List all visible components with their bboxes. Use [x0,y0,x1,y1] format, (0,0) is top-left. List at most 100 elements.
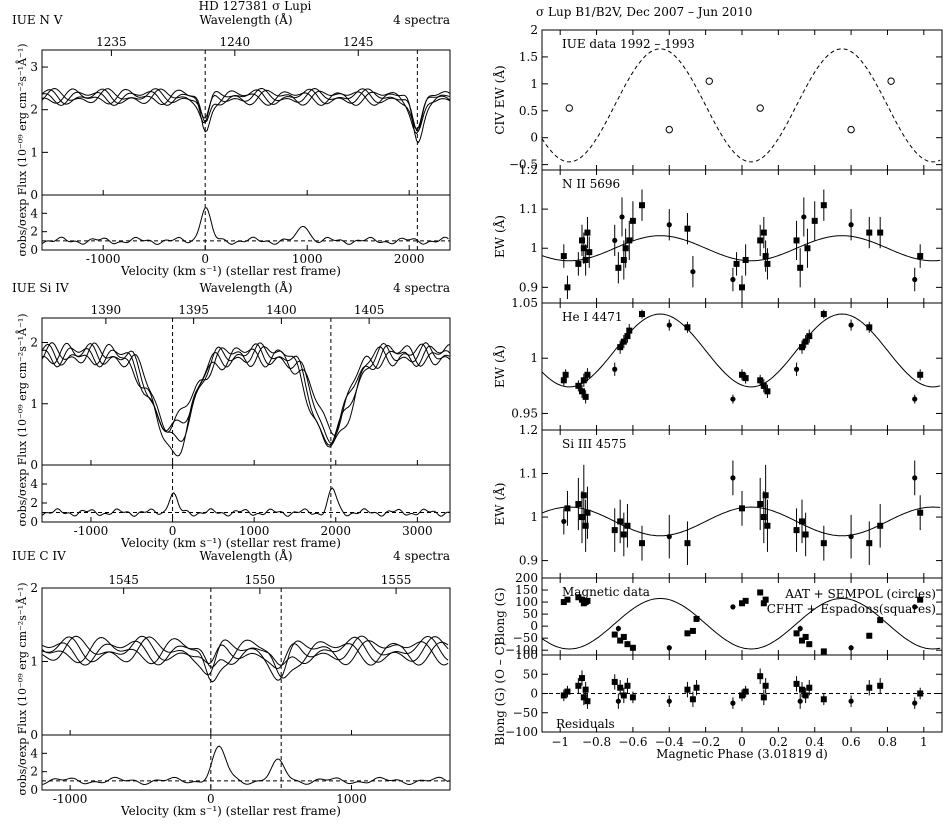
top-tick-label: 1555 [381,573,412,587]
xtick-label: 0 [207,792,215,806]
xtick-label: 2000 [394,252,425,266]
spectrum-line [41,342,451,445]
data-point [847,125,855,134]
data-point [611,678,618,685]
data-point [848,698,854,704]
top-tick-label: 1545 [108,573,139,587]
y-axis-label: σobs/σexp Flux (10⁻⁰⁹ erg cm⁻²s⁻¹Å⁻¹) [15,313,29,526]
xtick-label: 3000 [402,524,433,538]
data-point [739,600,745,607]
data-point [565,104,573,112]
flux-ytick-label: 1 [30,145,38,159]
data-point [666,698,672,704]
data-point [629,644,636,651]
data-point [693,684,700,691]
panel-label: IUE data 1992 – 1993 [562,37,695,51]
data-point [629,694,636,701]
data-point [760,694,767,701]
data-point [639,311,645,318]
data-point [799,686,805,693]
data-point [912,276,918,283]
data-point [866,324,873,331]
ratio-ytick-label: 0 [30,783,38,797]
phase-panel-hei: 0.95 1 1.05 EW (Å) He I 4471 [492,296,943,431]
ytick-label: 0.9 [519,280,538,294]
ratio-curve [41,207,449,245]
data-point [575,682,582,689]
spectrum-panel-civ: IUE C IV Wavelength (Å) 4 spectra 1545 1550 1… [12,548,451,818]
panel-label: Magnetic data [562,585,650,599]
data-point [793,527,800,534]
data-point [619,214,625,220]
ytick-label: 0.95 [511,406,538,420]
data-point [764,260,771,267]
data-point [580,694,587,701]
spectrum-panel-siiv: IUE Si IV Wavelength (Å) 4 spectra 1390 1395… [12,280,451,550]
ytick-label: 1.1 [519,202,538,216]
data-point [801,214,807,220]
xtick-label: 0.4 [805,735,824,749]
data-point [848,322,854,328]
data-point [762,596,769,603]
left-figure-title: HD 127381 σ Lupi [199,0,312,13]
xtick-label: −0.8 [582,735,611,749]
data-point [730,276,736,283]
data-point [742,688,749,695]
ytick-label: −50 [513,706,538,720]
ytick-label: 50 [523,607,538,621]
data-point [580,245,587,252]
spectra-count-label: 4 spectra [393,13,450,27]
data-point [802,338,809,345]
data-point [806,333,813,340]
data-point [582,522,589,529]
panel-ion-label: IUE Si IV [12,281,69,295]
data-point [887,77,895,85]
data-point [620,256,627,263]
data-point [684,686,691,693]
flux-ytick-label: 1 [30,655,38,669]
flux-frame [41,587,451,736]
data-point [579,675,585,682]
data-point [802,692,809,699]
xtick-label: 0.2 [769,735,788,749]
data-point [820,648,827,655]
y-axis-label: Blong (G) (O – C) [493,642,507,746]
data-point [612,237,618,244]
fit-curve [541,48,941,163]
y-axis-label: EW (Å) [492,483,507,526]
data-point [917,509,924,516]
flux-ytick-label: 2 [30,336,38,350]
top-axis-label: Wavelength (Å) [199,548,292,563]
data-point [580,492,587,499]
data-point [877,522,884,529]
data-point [617,637,624,644]
data-point [705,77,713,85]
data-point [584,698,591,705]
xtick-label: 1 [920,735,928,749]
data-point [799,637,805,644]
flux-ytick-label: 0 [30,728,38,742]
data-point [912,475,918,481]
data-point [820,696,827,703]
phase-panels: −0.5 0 0.5 1 1.5 2 CIV EW (Å) IUE data 1992 – 1… [492,23,943,761]
panel-frame [541,29,943,171]
ytick-label: 0.9 [519,554,538,568]
top-tick-label: 1395 [178,303,209,317]
top-tick-label: 1390 [91,303,122,317]
data-point [733,260,740,267]
data-point [762,682,769,689]
panel-label: He I 4471 [562,310,622,324]
data-point [639,202,645,209]
ratio-ytick-label: 4 [30,746,38,760]
top-tick-label: 1405 [354,303,385,317]
data-point [615,625,621,632]
ratio-frame [41,464,451,523]
data-point [560,377,567,384]
data-point [797,625,803,632]
data-point [620,692,627,699]
data-point [561,518,567,525]
flux-ytick-label: 2 [30,581,38,595]
ytick-label: 0 [530,131,538,145]
data-point [866,540,873,547]
